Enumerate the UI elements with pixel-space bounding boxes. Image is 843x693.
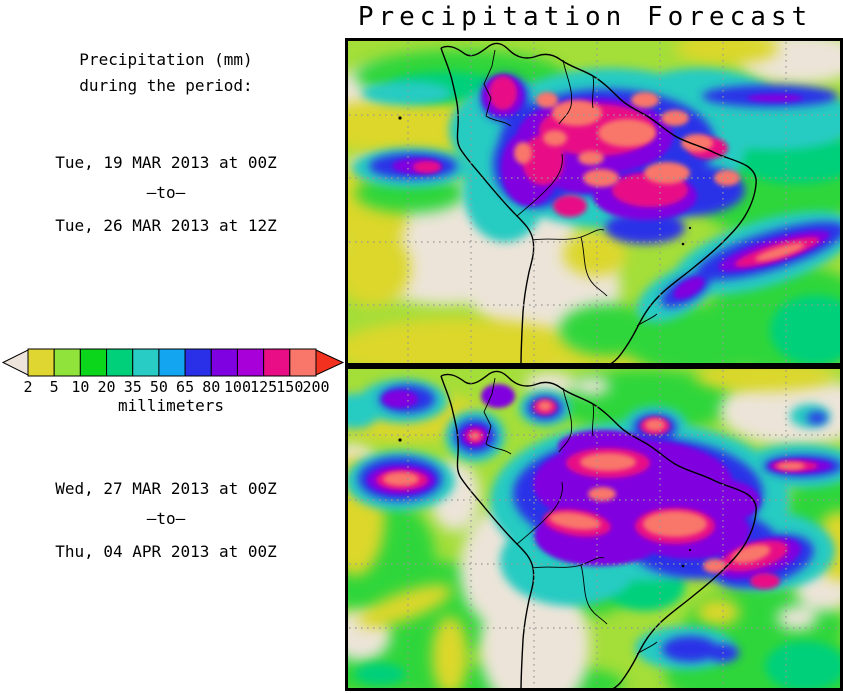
color-bin (289, 348, 317, 377)
island-marks (398, 438, 692, 568)
color-bin (79, 348, 108, 377)
period-2-dates: Wed, 27 MAR 2013 at 00Z —to— Thu, 04 APR… (0, 479, 332, 561)
sidebar-heading: Precipitation (mm) during the period: (0, 47, 332, 99)
precipitation-map-week1 (345, 38, 843, 366)
country-borders (483, 377, 658, 655)
color-bin (210, 348, 238, 377)
under-range-arrow (1, 349, 29, 376)
tick-label: 100 (224, 378, 251, 396)
color-bin (158, 348, 186, 377)
color-bin (106, 348, 134, 377)
max-rain-cores (383, 401, 805, 573)
over-range-arrow (315, 349, 345, 376)
units-label: millimeters (118, 396, 224, 415)
coastline (440, 370, 757, 691)
map-frame (345, 38, 843, 366)
tick-label: 200 (302, 378, 329, 396)
color-bin (53, 348, 81, 377)
color-bin (236, 348, 265, 377)
variable-label: Precipitation (mm) (79, 50, 253, 69)
color-bin (132, 348, 160, 377)
period-2-separator: —to— (146, 509, 186, 528)
period-1-start: Tue, 19 MAR 2013 at 00Z (55, 153, 277, 172)
period-2-start: Wed, 27 MAR 2013 at 00Z (55, 479, 277, 498)
tick-label: 10 (71, 378, 89, 396)
period-1-end: Tue, 26 MAR 2013 at 12Z (55, 216, 277, 235)
island-marks (398, 116, 692, 246)
period-1-dates: Tue, 19 MAR 2013 at 00Z —to— Tue, 26 MAR… (0, 153, 332, 235)
map-frame (345, 366, 843, 691)
grid-lines (349, 370, 839, 687)
map-panel-week2 (345, 366, 843, 691)
grid-lines (349, 42, 839, 362)
color-bin (184, 348, 212, 377)
tick-label: 2 (23, 378, 32, 396)
map-panel-week1 (345, 38, 843, 366)
coastline (440, 42, 757, 366)
tick-label: 150 (276, 378, 303, 396)
tick-label: 65 (176, 378, 194, 396)
period-label: during the period: (79, 76, 253, 95)
color-scale-svg: 2 5 10 20 35 50 65 80 100 125 150 200 millimeters (1, 348, 345, 415)
color-bin (263, 348, 291, 377)
period-2-end: Thu, 04 APR 2013 at 00Z (55, 542, 277, 561)
page-title: Precipitation Forecast (357, 2, 813, 32)
precipitation-map-week2 (345, 366, 843, 691)
tick-label: 125 (250, 378, 277, 396)
period-1-separator: —to— (146, 183, 186, 202)
tick-label: 20 (98, 378, 116, 396)
tick-label: 5 (50, 378, 59, 396)
tick-label: 35 (124, 378, 142, 396)
color-bin (27, 348, 55, 377)
tick-label: 80 (202, 378, 220, 396)
country-borders (483, 49, 658, 327)
tick-label: 50 (150, 378, 168, 396)
